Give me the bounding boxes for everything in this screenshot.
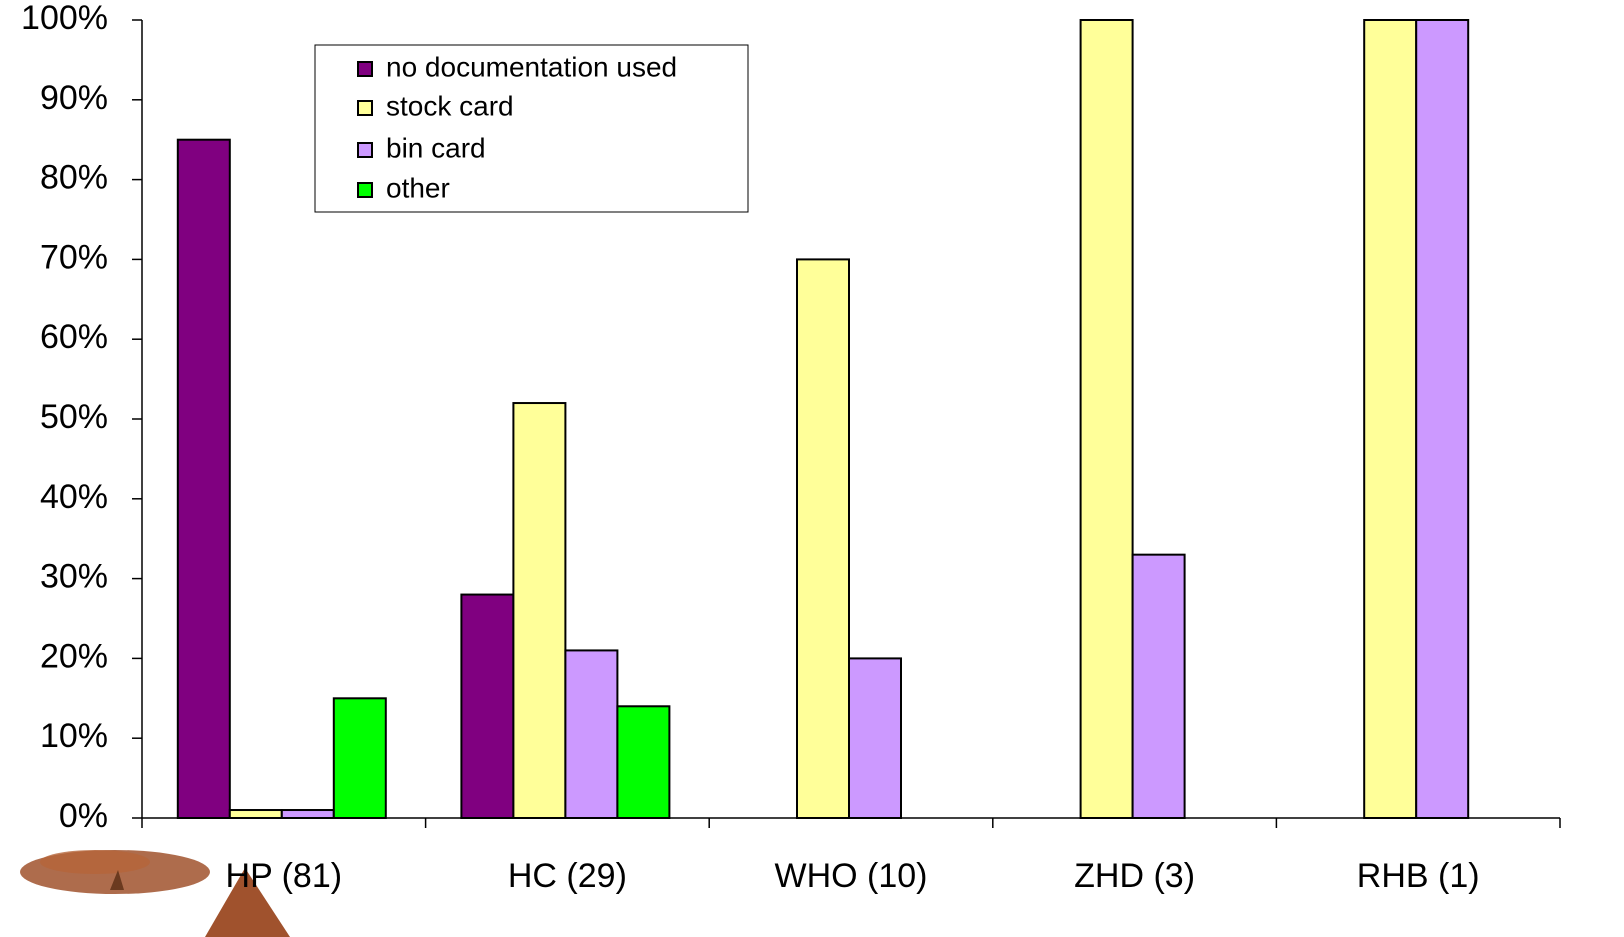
legend-swatch xyxy=(357,100,373,116)
bar xyxy=(332,697,387,819)
x-tick-label: ZHD (3) xyxy=(1074,857,1195,895)
legend-box xyxy=(314,44,749,213)
bar xyxy=(512,402,567,819)
legend-label: other xyxy=(386,172,450,203)
y-tick-label: 0% xyxy=(59,797,108,835)
y-tick-label: 10% xyxy=(40,717,108,755)
bar xyxy=(176,138,231,819)
y-tick-label: 50% xyxy=(40,398,108,436)
legend-label: stock card xyxy=(386,90,514,121)
bar xyxy=(460,593,515,819)
y-tick-label: 80% xyxy=(40,159,108,197)
bar xyxy=(1415,19,1470,819)
bar xyxy=(616,705,671,820)
x-tick-label: WHO (10) xyxy=(775,857,928,895)
legend-swatch xyxy=(357,142,373,158)
x-tick-label: HC (29) xyxy=(508,857,627,895)
bar xyxy=(280,809,335,820)
bar xyxy=(1131,553,1186,819)
y-tick-label: 60% xyxy=(40,318,108,356)
legend-label: bin card xyxy=(386,132,486,163)
bar xyxy=(848,657,902,820)
y-tick-label: 90% xyxy=(40,79,108,117)
y-tick-label: 40% xyxy=(40,478,108,516)
legend-swatch xyxy=(357,61,373,77)
y-tick-label: 100% xyxy=(21,0,108,37)
legend-label: no documentation used xyxy=(386,51,677,82)
y-tick-label: 20% xyxy=(40,637,108,675)
y-tick-label: 70% xyxy=(40,238,108,276)
bar xyxy=(1079,19,1134,819)
x-tick-label: RHB (1) xyxy=(1357,857,1480,895)
logo xyxy=(20,850,290,937)
bar xyxy=(228,809,283,820)
bar xyxy=(564,649,619,819)
y-tick-label: 30% xyxy=(40,558,108,596)
legend-swatch xyxy=(357,182,373,198)
bar xyxy=(1363,19,1418,819)
bar xyxy=(796,258,850,819)
x-tick-label: HP (81) xyxy=(226,857,343,895)
